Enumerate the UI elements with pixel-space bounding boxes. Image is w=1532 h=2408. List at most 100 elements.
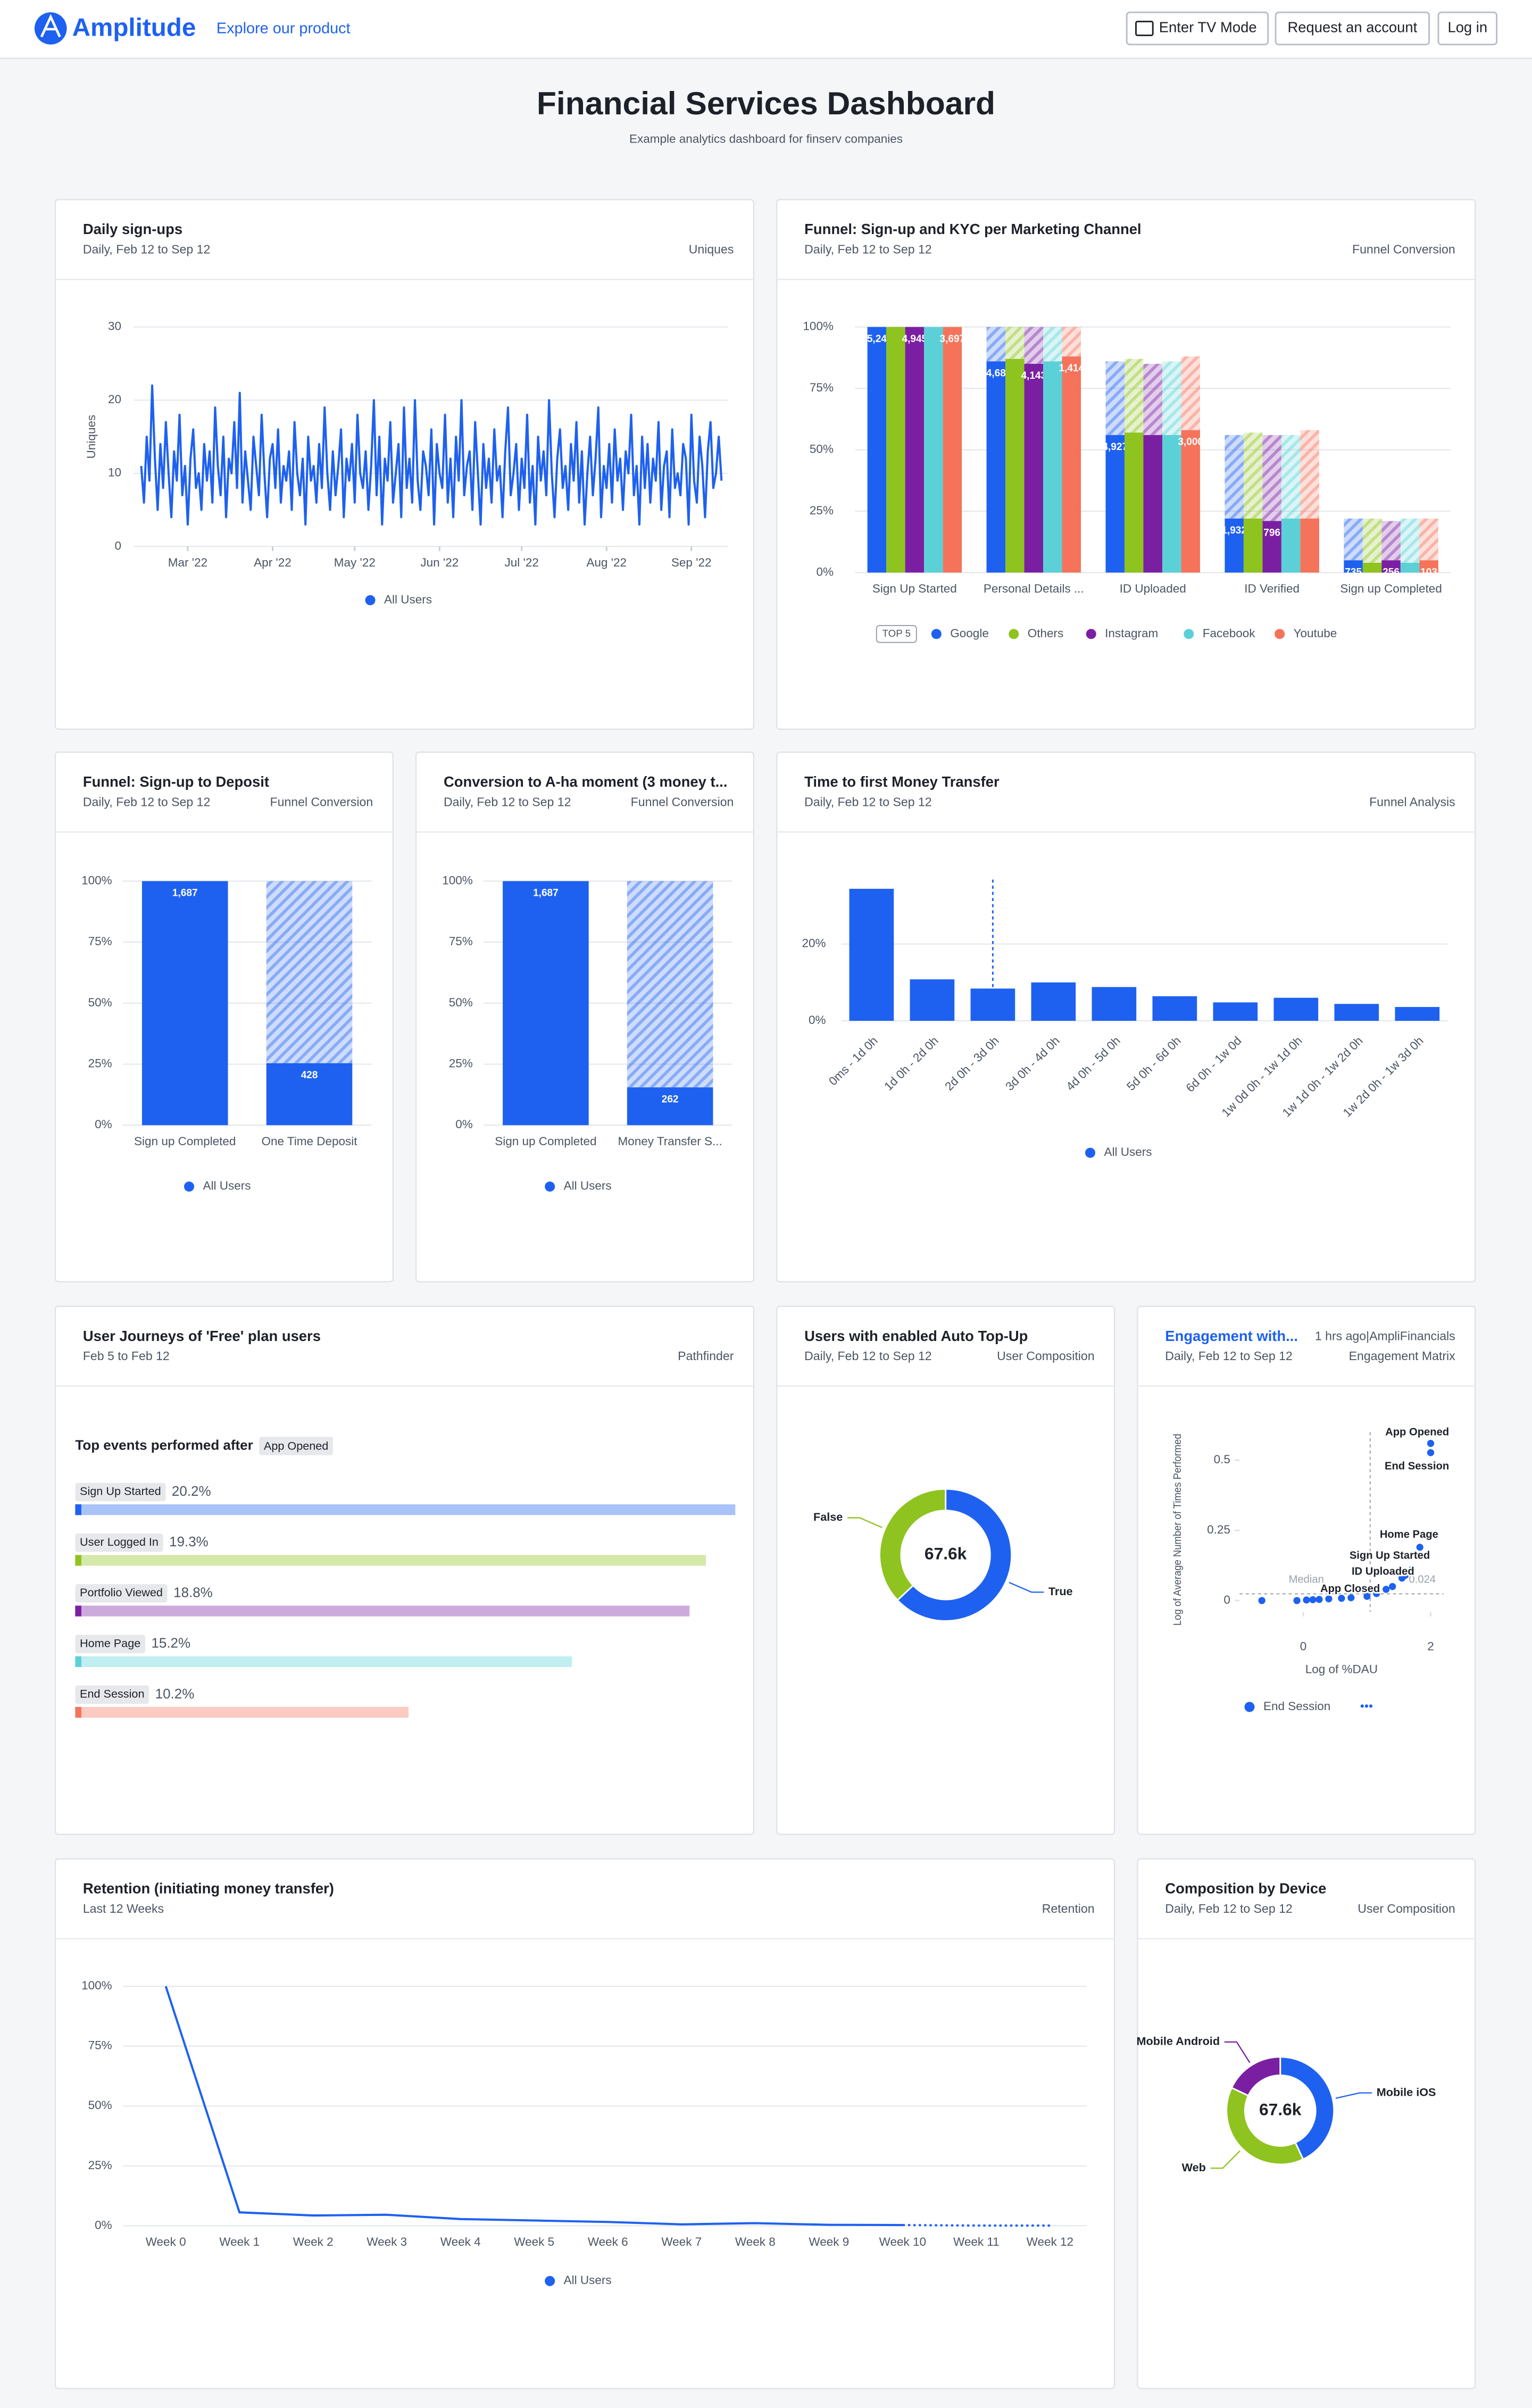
bar [1143,435,1162,573]
point [1309,1596,1317,1604]
bar [266,1063,353,1126]
x-tick-label: Week 1 [219,2235,260,2248]
panel-title: Time to first Money Transfer [804,773,1000,790]
x-tick-label: One Time Deposit [261,1135,357,1148]
point [1303,1596,1310,1604]
x-tick-label: Week 0 [146,2235,186,2248]
button[interactable] [1126,11,1269,46]
button[interactable] [1437,11,1498,46]
x-tick-label: Apr '22 [254,556,292,569]
donut-slice [879,1488,947,1602]
legend-label: All Users [564,1179,612,1193]
dropoff-bar [1005,327,1025,359]
donut-slice [1226,2087,1304,2165]
legend-marker [365,595,376,605]
y-tick-label: 25% [88,1057,112,1070]
dropoff-bar [1419,518,1438,561]
count-label: 1,932 [1221,525,1247,536]
leader-line [1009,1581,1044,1593]
bar [1419,560,1438,573]
x-tick-label: Week 3 [367,2235,407,2248]
x-tick-label: Week 11 [953,2235,1000,2248]
bar [1062,356,1081,573]
point [1363,1593,1371,1600]
bar [849,888,894,1021]
event-bar [75,1555,706,1566]
event-chip [75,1584,168,1603]
dropoff-bar [1400,518,1420,563]
x-tick-label: Week 6 [588,2235,628,2248]
count-label: 3,697 [940,334,965,345]
dropoff-bar [1181,356,1200,430]
page-title: Financial Services Dashboard [537,85,995,121]
point-label: ID Uploaded [1352,1566,1414,1578]
y-tick-label: 75% [88,935,112,948]
x-tick-label: Sign up Completed [495,1135,596,1148]
bar [1162,435,1181,573]
point-label: Home Page [1380,1529,1438,1540]
list-heading: Top events performed after [75,1437,253,1453]
count-label: 103 [1420,566,1437,578]
event-label: Portfolio Viewed [80,1586,163,1599]
panel-title: Daily sign-ups [83,221,182,237]
event-label: End Session [80,1687,144,1701]
leader-line [1335,2092,1372,2099]
dropoff-bar [1300,430,1319,519]
leader-line [847,1517,882,1528]
slice-label: Web [1182,2161,1206,2174]
donut-center: 67.6k [1259,2099,1302,2119]
point-label: Sign Up Started [1350,1549,1430,1561]
event-chip [75,1482,166,1502]
dropoff-bar [1162,361,1181,435]
bar [986,361,1006,573]
button-label[interactable]: Log in [1447,19,1487,36]
bar [1005,359,1025,573]
bar [943,327,962,573]
slice-label: Mobile iOS [1377,2085,1436,2098]
panel-title: Funnel: Sign-up to Deposit [83,773,269,790]
legend-label: Google [950,627,989,640]
event-bar-cap [75,1707,81,1718]
y-tick-label: 20 [108,393,121,406]
legend-label: Youtube [1294,627,1337,640]
panel-updated: 1 hrs ago|AmpliFinancials [1315,1329,1455,1343]
x-tick-label: May '22 [334,556,376,569]
legend-label: End Session [1263,1699,1330,1713]
x-tick-label: Sep '22 [671,556,712,569]
event-label: Home Page [80,1636,140,1649]
point [1416,1544,1423,1551]
event-bar-cap [75,1504,81,1515]
y-tick-label: 100% [81,873,112,887]
y-tick-label: 0.5 [1214,1453,1230,1466]
explore-link[interactable]: Explore our product [217,20,351,37]
legend-marker [545,2276,555,2286]
point [1258,1597,1265,1604]
panel [776,1305,1115,1835]
panel-tag: Uniques [689,243,734,256]
panel-title: Composition by Device [1165,1880,1326,1897]
logo-text[interactable]: Amplitude [72,13,196,41]
panel [54,199,755,730]
legend-marker [1244,1702,1255,1712]
legend-more[interactable]: ••• [1360,1699,1373,1713]
point-label: App Opened [1385,1427,1449,1438]
y-tick-label: 100% [81,1979,112,1992]
count-label: 3,000 [1178,437,1203,448]
bar [905,327,925,573]
event-value: 10.2% [155,1686,195,1702]
start-event-chip [259,1437,334,1455]
panel-tag: Funnel Conversion [1352,243,1455,256]
panel-title[interactable]: Engagement with... [1165,1328,1298,1344]
button[interactable] [1275,11,1430,46]
panel-title: User Journeys of 'Free' plan users [83,1328,321,1344]
count-label: 4,945 [902,334,928,345]
event-chip [75,1685,149,1704]
point-label: App Closed [1320,1583,1380,1595]
dropoff-bar [1344,518,1363,561]
button-label[interactable]: Enter TV Mode [1159,19,1257,36]
bar [867,327,887,573]
button-label[interactable]: Request an account [1287,19,1417,36]
x-tick-label: Sign up Completed [1340,582,1442,595]
dropoff-bar [1124,359,1144,433]
